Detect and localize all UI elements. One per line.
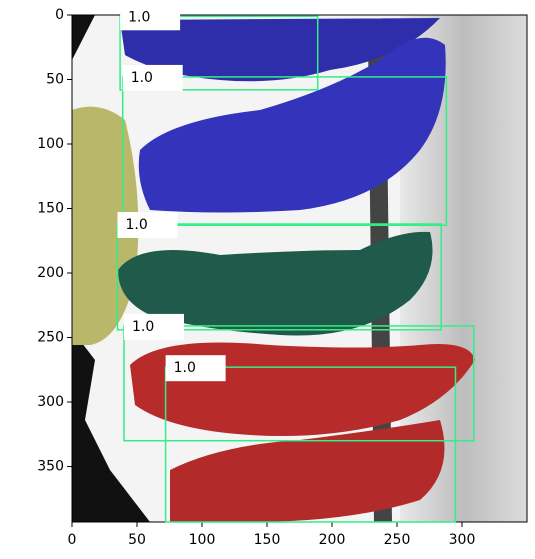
y-tick-label: 200	[37, 265, 64, 281]
image	[72, 15, 527, 522]
x-tick-label: 250	[384, 532, 411, 548]
y-tick-label: 250	[37, 330, 64, 346]
x-tick-label: 200	[319, 532, 346, 548]
y-tick-label: 350	[37, 459, 64, 475]
y-tick-label: 100	[37, 136, 64, 152]
score-label: 1.0	[132, 319, 154, 335]
score-label: 1.0	[126, 217, 148, 233]
x-tick-label: 300	[449, 532, 476, 548]
y-tick-label: 150	[37, 201, 64, 217]
score-label: 1.0	[131, 70, 153, 86]
x-tick-label: 100	[189, 532, 216, 548]
score-label: 1.0	[128, 9, 150, 25]
y-tick-label: 300	[37, 394, 64, 410]
x-tick-label: 50	[128, 532, 146, 548]
x-tick-label: 150	[254, 532, 281, 548]
y-tick-label: 50	[46, 72, 64, 88]
y-tick-label: 0	[55, 7, 64, 23]
score-label: 1.0	[174, 360, 196, 376]
x-tick-label: 0	[68, 532, 77, 548]
chart: 0 50 100 150 200 250 300 0 50 100 150 200 250 300 350 1…	[0, 0, 535, 555]
